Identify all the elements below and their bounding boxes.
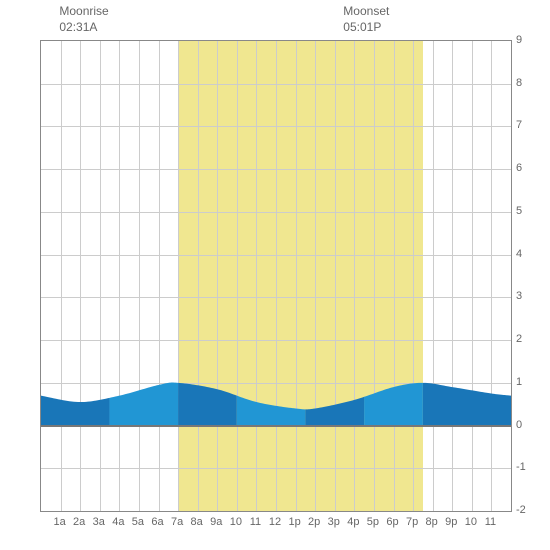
y-tick-label: -1: [516, 461, 546, 473]
x-tick-label: 7p: [406, 516, 418, 528]
tide-segment: [305, 397, 364, 426]
moon-event-time: 05:01P: [343, 20, 389, 36]
x-tick-label: 1p: [288, 516, 300, 528]
y-tick-label: 0: [516, 419, 546, 431]
x-tick-label: 5a: [132, 516, 144, 528]
x-tick-label: 3p: [328, 516, 340, 528]
y-tick-label: 9: [516, 34, 546, 46]
plot-area: [40, 40, 512, 512]
x-tick-label: 8p: [426, 516, 438, 528]
x-tick-label: 2p: [308, 516, 320, 528]
x-tick-label: 5p: [367, 516, 379, 528]
x-tick-label: 4p: [347, 516, 359, 528]
x-tick-label: 9a: [210, 516, 222, 528]
y-tick-label: -2: [516, 504, 546, 516]
y-tick-label: 1: [516, 376, 546, 388]
tide-segment: [237, 396, 306, 426]
x-tick-label: 2a: [73, 516, 85, 528]
moon-event-title: Moonset: [343, 4, 389, 20]
x-tick-label: 4a: [112, 516, 124, 528]
tide-segment: [423, 383, 511, 426]
moonrise-label: Moonrise02:31A: [59, 4, 108, 35]
x-tick-label: 7a: [171, 516, 183, 528]
tide-segment: [110, 383, 179, 426]
x-tick-label: 10: [465, 516, 477, 528]
x-tick-label: 6p: [386, 516, 398, 528]
x-tick-label: 1a: [53, 516, 65, 528]
y-tick-label: 3: [516, 290, 546, 302]
x-tick-label: 12: [269, 516, 281, 528]
y-tick-label: 6: [516, 162, 546, 174]
tide-segment: [364, 383, 423, 426]
moon-event-time: 02:31A: [59, 20, 108, 36]
tide-chart: Moonrise02:31AMoonset05:01P -2-101234567…: [0, 0, 550, 550]
y-tick-label: 7: [516, 119, 546, 131]
x-tick-label: 6a: [151, 516, 163, 528]
x-tick-label: 9p: [445, 516, 457, 528]
tide-segment: [41, 396, 110, 426]
x-tick-label: 11: [485, 516, 496, 528]
x-tick-label: 8a: [191, 516, 203, 528]
y-tick-label: 4: [516, 248, 546, 260]
moonset-label: Moonset05:01P: [343, 4, 389, 35]
tide-segment: [178, 383, 237, 426]
moon-event-title: Moonrise: [59, 4, 108, 20]
zero-line: [41, 425, 511, 427]
tide-area-series: [41, 41, 511, 511]
y-tick-label: 8: [516, 77, 546, 89]
x-tick-label: 10: [230, 516, 242, 528]
x-tick-label: 11: [250, 516, 261, 528]
y-tick-label: 5: [516, 205, 546, 217]
y-tick-label: 2: [516, 333, 546, 345]
x-tick-label: 3a: [93, 516, 105, 528]
